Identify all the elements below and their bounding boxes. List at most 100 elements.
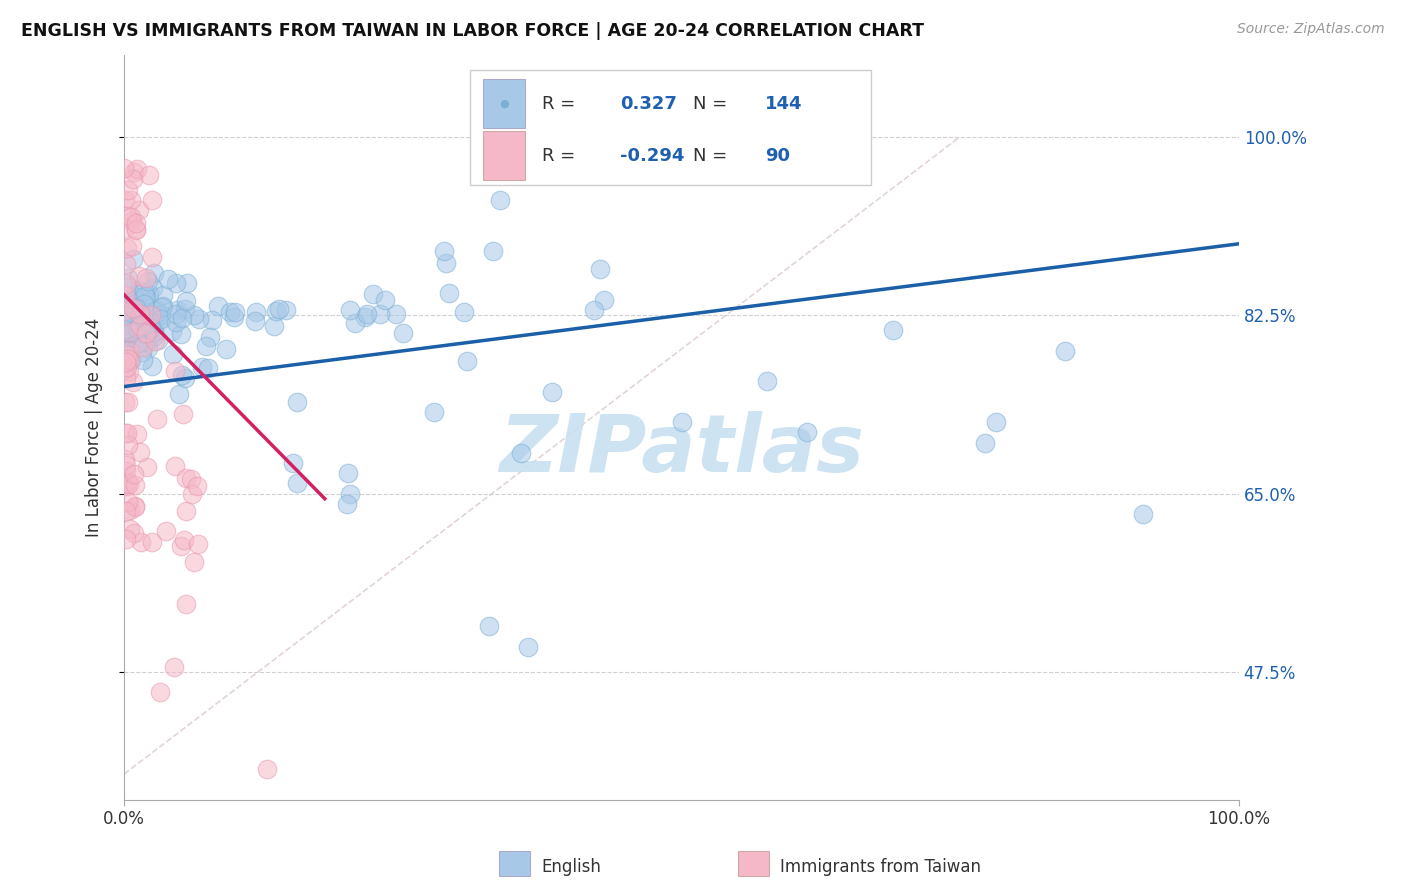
Point — [114, 426, 136, 441]
Point — [141, 194, 163, 208]
Point — [589, 262, 612, 277]
Point — [117, 348, 139, 362]
Point — [456, 354, 478, 368]
Point — [114, 221, 136, 235]
Point — [173, 371, 195, 385]
Point — [132, 284, 155, 298]
Point — [183, 555, 205, 569]
Point — [127, 336, 149, 351]
Text: 90: 90 — [765, 146, 790, 165]
Point — [243, 314, 266, 328]
Point — [138, 286, 160, 301]
Point — [115, 504, 138, 518]
Point — [131, 345, 153, 359]
Point — [121, 331, 143, 345]
Point — [117, 438, 139, 452]
Point — [112, 479, 135, 493]
Point — [264, 303, 287, 318]
Point — [174, 504, 197, 518]
Point — [142, 310, 165, 324]
Point — [191, 359, 214, 374]
Point — [148, 307, 170, 321]
Point — [117, 280, 139, 294]
Point — [183, 308, 205, 322]
Point — [117, 474, 139, 488]
Point — [129, 308, 152, 322]
Point — [128, 319, 150, 334]
Point — [114, 310, 136, 325]
Point — [138, 341, 160, 355]
Point — [118, 476, 141, 491]
Point — [114, 343, 136, 358]
Point — [592, 293, 614, 307]
Point — [509, 446, 531, 460]
Text: N =: N = — [693, 95, 727, 112]
Point — [115, 532, 138, 546]
Point — [115, 241, 138, 255]
Point — [165, 307, 187, 321]
Point — [453, 305, 475, 319]
Point — [124, 500, 146, 514]
Point — [152, 299, 174, 313]
Point — [143, 328, 166, 343]
Point — [149, 685, 172, 699]
Point — [139, 308, 162, 322]
Point — [187, 537, 209, 551]
Point — [128, 306, 150, 320]
Point — [222, 310, 245, 324]
Point — [115, 328, 138, 343]
Point — [180, 472, 202, 486]
Point — [138, 294, 160, 309]
Point — [170, 327, 193, 342]
Point — [181, 487, 204, 501]
Point — [142, 266, 165, 280]
Text: N =: N = — [693, 146, 727, 165]
Point — [172, 368, 194, 382]
Point — [117, 322, 139, 336]
Point — [114, 323, 136, 337]
Point — [121, 252, 143, 266]
Point — [155, 524, 177, 538]
Y-axis label: In Labor Force | Age 20-24: In Labor Force | Age 20-24 — [86, 318, 103, 537]
Point — [134, 296, 156, 310]
Point — [245, 304, 267, 318]
Point — [114, 322, 136, 336]
Point — [114, 309, 136, 323]
Point — [118, 502, 141, 516]
Point — [172, 407, 194, 421]
Point — [121, 214, 143, 228]
Point — [125, 301, 148, 315]
Point — [170, 539, 193, 553]
Point — [142, 326, 165, 340]
Point — [114, 288, 136, 302]
Point — [114, 362, 136, 376]
Point — [121, 239, 143, 253]
Point — [114, 194, 136, 208]
Point — [339, 303, 361, 318]
Point — [128, 203, 150, 218]
Text: -0.294: -0.294 — [620, 146, 685, 165]
Text: R =: R = — [543, 95, 575, 112]
Text: 0.327: 0.327 — [620, 95, 678, 112]
Point — [274, 302, 297, 317]
Point — [156, 272, 179, 286]
Point — [129, 444, 152, 458]
Point — [135, 271, 157, 285]
Point — [114, 458, 136, 473]
Point — [285, 394, 308, 409]
Point — [145, 334, 167, 348]
Point — [120, 352, 142, 367]
Point — [136, 274, 159, 288]
Point — [115, 324, 138, 338]
Point — [132, 317, 155, 331]
Point — [131, 535, 153, 549]
Point — [124, 322, 146, 336]
FancyBboxPatch shape — [470, 70, 870, 186]
Point — [117, 495, 139, 509]
Point — [120, 295, 142, 310]
Point — [160, 324, 183, 338]
Point — [281, 456, 304, 470]
Point — [1053, 343, 1076, 358]
Point — [149, 308, 172, 322]
Point — [117, 394, 139, 409]
